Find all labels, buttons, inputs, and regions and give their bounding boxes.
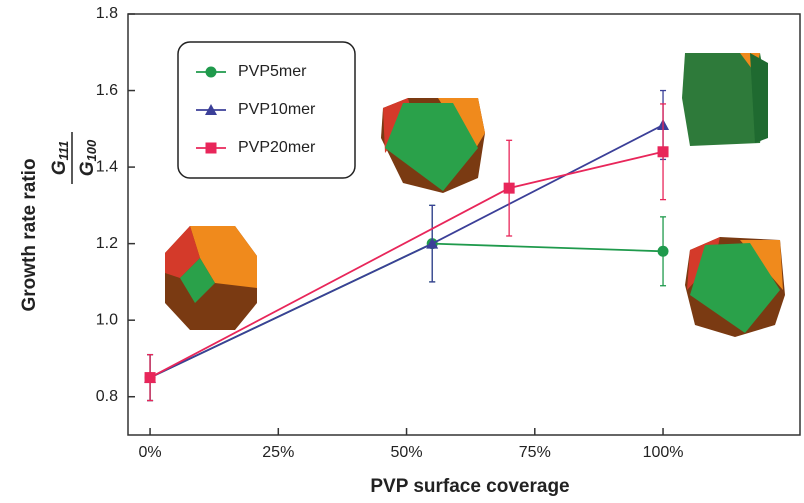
y-tick-label: 0.8 [96, 388, 118, 405]
data-point [426, 237, 439, 249]
y-tick-label: 1.8 [96, 5, 118, 22]
legend-label: PVP10mer [238, 101, 316, 118]
data-point [144, 372, 156, 384]
crystal [165, 226, 257, 330]
y-tick-label: 1.4 [96, 158, 118, 175]
y-axis-label: Growth rate ratio [19, 158, 40, 311]
crystal-illustrations [165, 53, 785, 337]
y-tick-label: 1.2 [96, 235, 118, 252]
symbol: G [77, 161, 98, 176]
legend-box [177, 41, 356, 179]
symbol: G [49, 160, 70, 175]
y-tick-label: 1.0 [96, 311, 118, 328]
data-point [657, 245, 669, 257]
crystal [685, 237, 785, 337]
x-tick-label: 100% [643, 444, 684, 461]
x-tick-label: 0% [138, 444, 161, 461]
x-tick-label: 50% [391, 444, 423, 461]
legend-marker [205, 66, 217, 78]
y-tick-label: 1.6 [96, 82, 118, 99]
y-axis-fraction: G111 G100 [49, 132, 99, 184]
subscript: 111 [56, 141, 71, 161]
crystal [381, 98, 485, 193]
x-tick-label: 25% [262, 444, 294, 461]
fraction-numerator: G111 [49, 141, 71, 176]
x-axis-label: PVP surface coverage [370, 476, 569, 497]
legend-label: PVP20mer [238, 139, 316, 156]
plot-frame [127, 13, 801, 436]
subscript: 100 [84, 139, 99, 161]
crystal [682, 53, 768, 146]
legend-label: PVP5mer [238, 63, 307, 80]
data-point [657, 146, 669, 158]
legend-marker [205, 104, 217, 115]
fraction-denominator: G100 [77, 139, 99, 176]
legend-marker [205, 142, 217, 154]
x-tick-label: 75% [519, 444, 551, 461]
data-point [503, 182, 515, 194]
